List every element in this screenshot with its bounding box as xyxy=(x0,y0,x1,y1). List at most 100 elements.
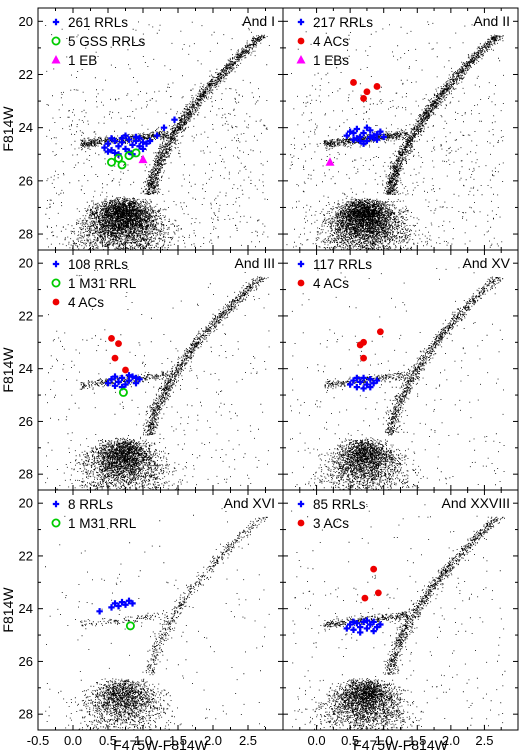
y-axis-label: F814W xyxy=(0,347,16,393)
y-tick-label: 24 xyxy=(19,601,33,616)
data-point xyxy=(360,140,367,147)
data-point xyxy=(346,381,354,388)
data-point xyxy=(115,340,122,348)
legend: 108 RRLs 1 M31 RRL 4 ACs xyxy=(51,257,137,310)
data-point xyxy=(114,153,124,163)
data-point xyxy=(363,381,371,388)
data-point xyxy=(360,95,367,102)
panel-2: 217 RRLs 4 ACs 1 EBs And II xyxy=(282,7,519,251)
data-point xyxy=(118,598,126,606)
panel-3: 20 22 24 26 28 108 RRLs 1 M31 RRL 4 ACs And III xyxy=(19,249,284,491)
legend-marker xyxy=(297,279,305,287)
data-point xyxy=(122,145,129,153)
y-tick-label: 28 xyxy=(19,227,33,242)
data-point xyxy=(360,618,367,626)
panel-title: And III xyxy=(235,255,275,271)
data-point xyxy=(108,147,115,154)
legend-label: 117 RRLs xyxy=(313,257,372,272)
data-point xyxy=(367,383,374,391)
data-point xyxy=(374,589,382,597)
legend-marker xyxy=(296,55,306,64)
y-tick-label: 26 xyxy=(19,654,33,669)
data-point xyxy=(138,154,148,164)
series-blue-cross xyxy=(343,617,384,636)
data-point xyxy=(370,379,377,387)
data-point xyxy=(360,354,367,362)
data-point xyxy=(370,565,378,573)
data-point xyxy=(104,140,112,147)
data-point xyxy=(104,148,112,155)
legend-label: 261 RRLs xyxy=(68,15,128,30)
legend-label: 217 RRLs xyxy=(313,15,373,30)
data-point xyxy=(367,376,374,383)
data-point xyxy=(118,374,126,382)
data-point xyxy=(111,600,119,607)
data-point xyxy=(377,621,384,628)
series-magenta-triangle xyxy=(138,154,148,164)
legend: 117 RRLs 4 ACs xyxy=(297,257,372,291)
data-point xyxy=(122,366,129,374)
x-tick-label: 1.5 xyxy=(169,733,187,748)
data-point xyxy=(350,618,357,626)
data-point xyxy=(118,135,126,142)
panel-title: And XXVIII xyxy=(442,495,510,511)
series-blue-cross xyxy=(104,372,143,391)
legend-label: 1 EBs xyxy=(313,53,349,68)
field-stars xyxy=(286,21,504,250)
data-point xyxy=(117,160,127,170)
data-point xyxy=(363,88,371,96)
ticks xyxy=(37,250,283,490)
data-point xyxy=(136,376,143,383)
data-point xyxy=(104,379,112,387)
field-stars xyxy=(290,266,505,490)
data-point xyxy=(353,135,361,142)
data-point xyxy=(111,373,119,380)
data-point xyxy=(380,133,387,141)
data-point xyxy=(136,135,143,142)
axis-titles: F814W F814W F814W F475W-F814W F475W-F814W xyxy=(0,106,449,753)
x-tick-label: 0.0 xyxy=(64,733,82,748)
data-point xyxy=(360,374,367,382)
ticks xyxy=(282,8,518,250)
data-point xyxy=(153,132,161,139)
data-point xyxy=(357,629,364,636)
data-point xyxy=(367,621,374,628)
data-point xyxy=(373,136,381,143)
data-point xyxy=(367,127,374,134)
data-point xyxy=(143,140,150,147)
y-axis-label: F814W xyxy=(0,587,16,633)
data-point xyxy=(122,132,129,139)
data-point xyxy=(363,124,371,131)
series-green-open-circle xyxy=(107,148,141,170)
data-point xyxy=(129,373,136,380)
legend: 8 RRLs 1 M31 RRL xyxy=(51,497,137,531)
data-point xyxy=(360,385,367,392)
legend-marker xyxy=(52,500,60,508)
data-point xyxy=(111,354,119,362)
y-tick-label: 26 xyxy=(19,414,33,429)
data-point xyxy=(132,133,140,141)
data-point xyxy=(129,141,136,149)
data-point xyxy=(139,139,147,146)
data-point xyxy=(129,600,136,607)
data-point xyxy=(108,334,115,342)
ticks xyxy=(282,490,518,730)
legend-marker xyxy=(297,18,305,26)
data-point xyxy=(363,137,371,145)
data-point xyxy=(125,136,133,143)
x-tick-label: 2.5 xyxy=(239,733,257,748)
legend-label: 1 EB xyxy=(68,53,97,68)
y-axis-label: F814W xyxy=(0,106,16,152)
ticks xyxy=(37,8,283,250)
data-point xyxy=(376,328,384,336)
panel-title: And II xyxy=(473,13,510,29)
y-tick-label: 24 xyxy=(19,120,33,135)
data-point xyxy=(373,623,381,631)
data-point xyxy=(370,132,377,139)
data-point xyxy=(131,148,141,158)
data-point xyxy=(115,602,122,610)
data-point xyxy=(101,144,108,151)
y-tick-label: 22 xyxy=(19,308,33,323)
legend-label: 4 ACs xyxy=(313,34,349,49)
data-point xyxy=(370,618,377,626)
